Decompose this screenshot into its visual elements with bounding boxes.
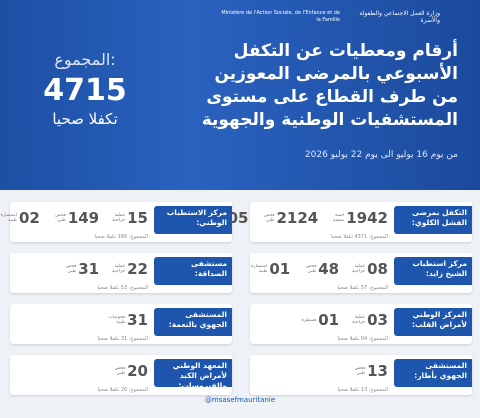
stat-value: 22	[127, 260, 148, 278]
footer-handle: @msasefmauritanie	[204, 396, 276, 404]
info-card: التكفل بمرضى الفشل الكلوي: 1942 حصة تصفية 2…	[205, 202, 472, 242]
stat-value: 13	[367, 362, 388, 380]
stat-label: فحص طبي	[354, 366, 366, 376]
stat-value: 1942	[346, 209, 388, 227]
stat-value: 02	[18, 209, 40, 227]
stat: 13 فحص طبي	[345, 362, 388, 380]
stat: 08 عملية جراحية	[345, 260, 388, 278]
stat: 02 استشارة طبية	[0, 209, 40, 227]
header: Ministère de l'Action Sociale, de l'Enfa…	[0, 0, 480, 190]
stat-value: 48	[318, 260, 340, 278]
ministry-fr: Ministère de l'Action Sociale, de l'Enfa…	[221, 10, 340, 23]
info-card: المستشفى الجهوي بأطار: 13 فحص طبي المجموع: …	[250, 355, 472, 395]
stat: 48 فحص طبي	[296, 260, 339, 278]
card-stats: 31 فحوصات طبية	[14, 308, 148, 332]
stat-value: 03	[367, 311, 388, 329]
total-value: 4715	[43, 73, 127, 108]
stat-label: فحص طبي	[65, 264, 77, 274]
title: أرقام ومعطيات عن التكفل الأسبوعي بالمرضى …	[158, 40, 458, 132]
stat: 149 فحص طبي	[46, 209, 99, 227]
stat-value: 15	[127, 209, 148, 227]
stat: 2124 فحص طبي	[255, 209, 319, 227]
stat-value: 08	[367, 260, 388, 278]
stat-value: 01	[269, 260, 291, 278]
card-title: مركز استطباب الشيخ زايد:	[394, 257, 472, 285]
stat-label: فحص طبي	[263, 213, 275, 223]
stat-value: 2124	[276, 209, 319, 227]
card-title: المعهد الوطني لأمراض الكبد والفيروسات:	[154, 359, 232, 387]
info-card: المركز الوطني لأمراض القلب: 03 عملية جراحي…	[250, 304, 472, 344]
stat-label: فحص طبي	[305, 264, 317, 274]
card-title: المركز الوطني لأمراض القلب:	[394, 308, 472, 336]
stat: 20 فحص طبي	[105, 362, 148, 380]
stat: 22 عملية جراحية	[105, 260, 148, 278]
stat-label: فحص طبي	[55, 213, 66, 223]
stat-label: قسطرة	[301, 317, 317, 323]
stat-label: استشارة طبية	[251, 264, 268, 274]
stat: 01 استشارة طبية	[247, 260, 290, 278]
stat-label: عملية جراحية	[352, 315, 366, 325]
stat-value: 01	[318, 311, 340, 329]
stat-label: فحوصات طبية	[108, 315, 126, 325]
card-stats: 13 فحص طبي	[254, 359, 388, 383]
title-line: الأسبوعي بالمرضى المعوزين	[214, 64, 458, 84]
stat-label: استشارة طبية	[0, 213, 17, 223]
stat: 03 عملية جراحية	[345, 311, 388, 329]
card-stats: 08 عملية جراحية 48 فحص طبي 01 استشارة طبية	[251, 257, 388, 281]
stat: 31 فحوصات طبية	[105, 311, 148, 329]
card-footer: المجموع: 166 تكفلا صحيا	[94, 234, 148, 240]
info-card: مركز استطباب الشيخ زايد: 08 عملية جراحية 48…	[250, 253, 472, 293]
title-line: المستشفيات الوطنية والجهوية	[201, 110, 458, 130]
info-card: المستشفى الجهوي بالنعمة: 31 فحوصات طبية الم…	[10, 304, 232, 344]
info-card: مركز الاستطباب الوطني: 15 عملية جراحية 149 ف…	[1, 202, 232, 242]
stat-label: عملية جراحية	[112, 213, 126, 223]
card-stats: 03 عملية جراحية 01 قسطرة	[254, 308, 388, 332]
date: من يوم 16 يوليو الى يوم 22 يوليو 2026	[304, 150, 458, 160]
stat-label: حصة تصفية	[333, 213, 345, 223]
card-footer: المجموع: 04 تكفلا صحيا	[337, 336, 389, 342]
stat-label: عملية جراحية	[112, 264, 126, 274]
card-stats: 15 عملية جراحية 149 فحص طبي 02 استشارة طبية	[1, 206, 148, 230]
card-footer: المجموع: 20 تكفلا صحيا	[97, 387, 149, 393]
stat: 31 فحص طبي	[56, 260, 99, 278]
total: المجموع: 4715 تكفلا صحيا	[25, 50, 145, 128]
stat: 01 قسطرة	[296, 311, 340, 329]
stat: 1942 حصة تصفية	[324, 209, 388, 227]
card-title: مستشفى الصداقة:	[154, 257, 232, 285]
card-footer: المجموع: 31 تكفلا صحيا	[97, 336, 149, 342]
stat-label: عملية جراحية	[352, 264, 366, 274]
stat-value: 20	[127, 362, 148, 380]
card-footer: المجموع: 57 تكفلا صحيا	[337, 285, 389, 291]
total-unit: تكفلا صحيا	[52, 110, 118, 128]
stat-value: 31	[127, 311, 148, 329]
title-line: أرقام ومعطيات عن التكفل	[233, 41, 458, 61]
total-label: المجموع:	[54, 50, 116, 69]
card-stats: 22 عملية جراحية 31 فحص طبي	[14, 257, 148, 281]
card-footer: المجموع: 53 تكفلا صحيا	[97, 285, 149, 291]
card-title: مركز الاستطباب الوطني:	[154, 206, 232, 234]
card-title: التكفل بمرضى الفشل الكلوي:	[394, 206, 472, 234]
card-stats: 20 فحص طبي	[14, 359, 148, 383]
info-card: مستشفى الصداقة: 22 عملية جراحية 31 فحص طبي ال…	[10, 253, 232, 293]
ministry-ar: وزارة العمل الاجتماعي والطفولة والأسرة	[359, 10, 440, 24]
stat: 15 عملية جراحية	[105, 209, 148, 227]
card-title: المستشفى الجهوي بالنعمة:	[154, 308, 232, 336]
card-footer: المجموع: 4371 تكفلا صحيا	[331, 234, 388, 240]
info-card: المعهد الوطني لأمراض الكبد والفيروسات: 20…	[10, 355, 232, 395]
stat-label: فحص طبي	[114, 366, 126, 376]
card-title: المستشفى الجهوي بأطار:	[394, 359, 472, 387]
stat-value: 31	[78, 260, 100, 278]
stat-value: 149	[67, 209, 100, 227]
title-line: من طرف القطاع على مستوى	[206, 87, 458, 107]
card-footer: المجموع: 13 تكفلا صحيا	[337, 387, 389, 393]
